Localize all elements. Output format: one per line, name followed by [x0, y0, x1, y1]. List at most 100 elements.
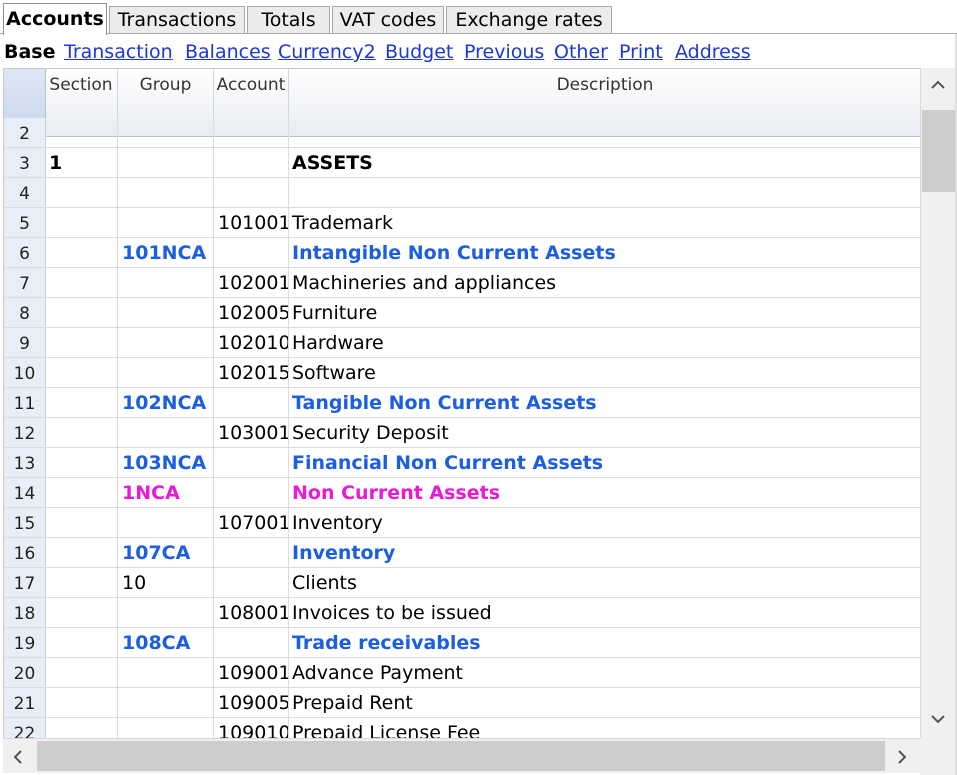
cell-group[interactable]	[118, 658, 214, 687]
cell-section[interactable]	[45, 658, 118, 687]
chevron-up-icon[interactable]	[929, 76, 947, 97]
cell-account[interactable]: 102001	[214, 268, 289, 297]
cell-account[interactable]	[214, 448, 289, 477]
tab-transactions[interactable]: Transactions	[109, 6, 245, 33]
cell-account[interactable]	[214, 388, 289, 417]
row-number[interactable]: 9	[4, 328, 46, 357]
cell-description[interactable]: Intangible Non Current Assets	[289, 238, 921, 267]
cell-account[interactable]: 109005	[214, 688, 289, 717]
view-transaction[interactable]: Transaction	[64, 41, 173, 63]
column-header-section[interactable]: Section	[45, 69, 118, 136]
tab-vat-codes[interactable]: VAT codes	[332, 6, 444, 33]
cell-group[interactable]	[118, 688, 214, 717]
cell-group[interactable]	[118, 328, 214, 357]
cell-section[interactable]	[45, 238, 118, 267]
table-row[interactable]: 4	[4, 178, 921, 208]
cell-account[interactable]	[214, 538, 289, 567]
chevron-right-icon[interactable]	[895, 748, 909, 771]
row-number[interactable]: 8	[4, 298, 46, 327]
table-row[interactable]: 3 1 ASSETS	[4, 148, 921, 178]
table-row[interactable]: 10 102015 Software	[4, 358, 921, 388]
cell-description[interactable]: Trademark	[289, 208, 921, 237]
cell-group[interactable]	[118, 598, 214, 627]
row-number[interactable]: 6	[4, 238, 46, 267]
row-number[interactable]: 11	[4, 388, 46, 417]
cell-group[interactable]	[118, 268, 214, 297]
cell-group[interactable]: 101NCA	[118, 238, 214, 267]
cell-account[interactable]	[214, 118, 289, 147]
view-budget[interactable]: Budget	[385, 41, 454, 63]
table-row[interactable]: 13 103NCA Financial Non Current Assets	[4, 448, 921, 478]
row-number[interactable]: 10	[4, 358, 46, 387]
cell-account[interactable]	[214, 148, 289, 177]
cell-description[interactable]: ASSETS	[289, 148, 921, 177]
cell-section[interactable]	[45, 178, 118, 207]
cell-section[interactable]	[45, 328, 118, 357]
horizontal-scroll-thumb[interactable]	[37, 741, 885, 771]
column-header-description[interactable]: Description	[556, 75, 654, 95]
horizontal-scrollbar[interactable]	[3, 738, 920, 773]
cell-section[interactable]	[45, 298, 118, 327]
column-header-account[interactable]: Account	[214, 69, 289, 136]
cell-account[interactable]: 109010	[214, 718, 289, 739]
cell-account[interactable]	[214, 628, 289, 657]
chevron-left-icon[interactable]	[11, 748, 25, 771]
cell-section[interactable]	[45, 538, 118, 567]
cell-description[interactable]: Advance Payment	[289, 658, 921, 687]
table-row[interactable]: 18 108001 Invoices to be issued	[4, 598, 921, 628]
cell-group[interactable]: 103NCA	[118, 448, 214, 477]
cell-group[interactable]: 108CA	[118, 628, 214, 657]
view-address[interactable]: Address	[675, 41, 751, 63]
cell-section[interactable]	[45, 358, 118, 387]
cell-group[interactable]	[118, 298, 214, 327]
cell-group[interactable]	[118, 718, 214, 739]
cell-section[interactable]	[45, 508, 118, 537]
row-number[interactable]: 15	[4, 508, 46, 537]
view-print[interactable]: Print	[619, 41, 663, 63]
cell-group[interactable]	[118, 208, 214, 237]
cell-description[interactable]: Prepaid License Fee	[289, 718, 921, 739]
row-number[interactable]: 22	[4, 718, 46, 739]
cell-section[interactable]	[45, 478, 118, 507]
row-number[interactable]: 4	[4, 178, 46, 207]
cell-section[interactable]	[45, 208, 118, 237]
row-number[interactable]: 5	[4, 208, 46, 237]
cell-group[interactable]	[118, 118, 214, 147]
cell-description[interactable]: Software	[289, 358, 921, 387]
table-row[interactable]: 17 10 Clients	[4, 568, 921, 598]
cell-group[interactable]	[118, 148, 214, 177]
cell-description[interactable]: Invoices to be issued	[289, 598, 921, 627]
cell-account[interactable]: 107001	[214, 508, 289, 537]
cell-section[interactable]	[45, 268, 118, 297]
cell-description[interactable]: Hardware	[289, 328, 921, 357]
table-row[interactable]: 20 109001 Advance Payment	[4, 658, 921, 688]
cell-account[interactable]	[214, 238, 289, 267]
cell-section[interactable]: 1	[45, 148, 118, 177]
cell-account[interactable]	[214, 568, 289, 597]
cell-description[interactable]: Clients	[289, 568, 921, 597]
table-row[interactable]: 22 109010 Prepaid License Fee	[4, 718, 921, 739]
cell-description[interactable]: Financial Non Current Assets	[289, 448, 921, 477]
table-row[interactable]: 19 108CA Trade receivables	[4, 628, 921, 658]
view-other[interactable]: Other	[554, 41, 608, 63]
cell-group[interactable]: 10	[118, 568, 214, 597]
table-row[interactable]: 8 102005 Furniture	[4, 298, 921, 328]
tab-totals[interactable]: Totals	[247, 6, 330, 33]
cell-description[interactable]: Security Deposit	[289, 418, 921, 447]
row-number[interactable]: 18	[4, 598, 46, 627]
column-header-group[interactable]: Group	[118, 69, 214, 136]
cell-account[interactable]: 108001	[214, 598, 289, 627]
cell-account[interactable]: 109001	[214, 658, 289, 687]
tab-accounts[interactable]: Accounts	[3, 3, 107, 35]
tab-exchange-rates[interactable]: Exchange rates	[446, 6, 612, 33]
row-number[interactable]: 16	[4, 538, 46, 567]
cell-account[interactable]: 102015	[214, 358, 289, 387]
table-row[interactable]: 16 107CA Inventory	[4, 538, 921, 568]
cell-description[interactable]: Non Current Assets	[289, 478, 921, 507]
table-row[interactable]: 11 102NCA Tangible Non Current Assets	[4, 388, 921, 418]
table-row[interactable]: 5 101001 Trademark	[4, 208, 921, 238]
cell-account[interactable]: 102010	[214, 328, 289, 357]
cell-section[interactable]	[45, 388, 118, 417]
view-currency2[interactable]: Currency2	[278, 41, 376, 63]
cell-description[interactable]: Furniture	[289, 298, 921, 327]
